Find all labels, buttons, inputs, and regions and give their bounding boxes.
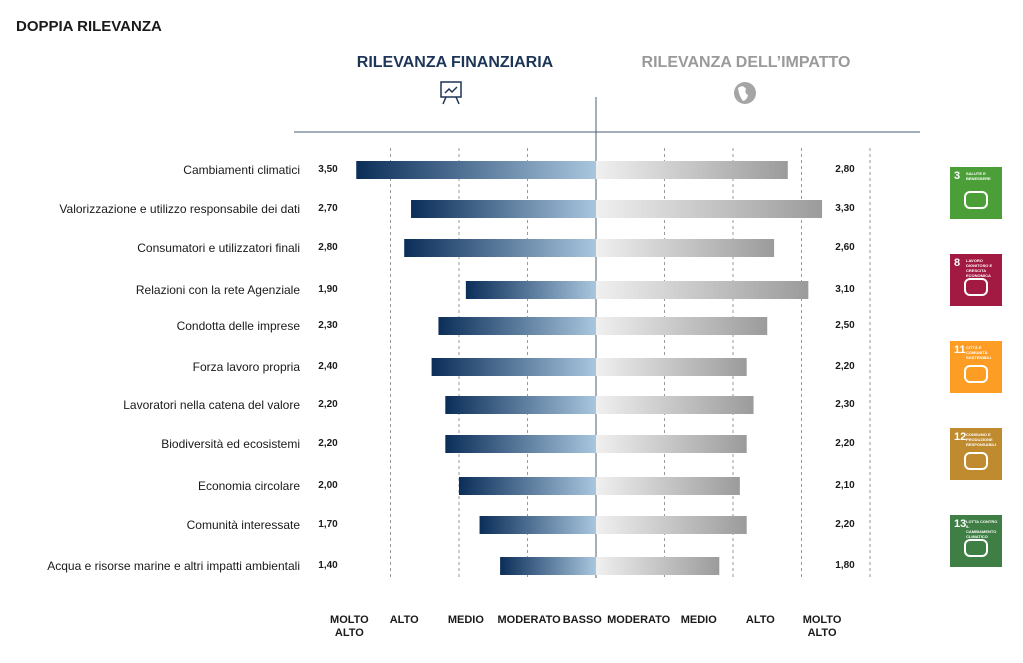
sdg-label: SALUTE E BENESSERE <box>966 171 991 181</box>
finance-icon <box>440 81 462 105</box>
bar <box>596 200 823 218</box>
category-label: Acqua e risorse marine e altri impatti a… <box>47 559 300 573</box>
sdg-label: CONSUMO E PRODUZIONE RESPONSABILI <box>966 432 997 447</box>
x-tick-label: ALTO <box>389 614 419 626</box>
category-label: Comunità interessate <box>186 518 300 532</box>
bar <box>596 516 747 534</box>
value-label: 2,20 <box>318 399 338 410</box>
value-label: 2,20 <box>835 361 855 372</box>
sdg-icon <box>964 539 988 557</box>
value-label: 3,50 <box>318 164 338 175</box>
bar <box>596 435 747 453</box>
value-label: 2,30 <box>318 320 338 331</box>
bar <box>596 317 768 335</box>
sdg-icon <box>964 278 988 296</box>
bar <box>411 200 596 218</box>
sdg-number: 11 <box>954 344 966 356</box>
bar <box>445 396 596 414</box>
sdg-icon <box>964 365 988 383</box>
series-title: RILEVANZA FINANZIARIA <box>356 54 554 71</box>
category-label: Economia circolare <box>197 479 300 493</box>
bar <box>459 477 596 495</box>
category-label: Relazioni con la rete Agenziale <box>135 283 300 297</box>
x-tick-label: ALTO <box>745 614 775 626</box>
value-label: 2,70 <box>318 203 338 214</box>
bar <box>596 358 747 376</box>
bar <box>404 239 596 257</box>
bar <box>596 161 788 179</box>
value-label: 2,80 <box>318 242 338 253</box>
x-tick-label: MOLTO ALTO <box>330 614 369 639</box>
bar <box>465 281 596 299</box>
sdg-icon <box>964 191 988 209</box>
value-label: 2,30 <box>835 399 855 410</box>
x-tick-label: MOLTO ALTO <box>802 614 842 639</box>
value-label: 1,40 <box>318 560 338 571</box>
series-title: RILEVANZA DELL’IMPATTO <box>641 54 851 71</box>
bar <box>596 239 775 257</box>
sdg-number: 3 <box>954 170 961 182</box>
bar <box>356 161 596 179</box>
sdg-number: 13 <box>954 518 967 530</box>
value-label: 2,80 <box>835 164 855 175</box>
sdg-badge: 13 LOTTA CONTRO IL CAMBIAMENTO CLIMATICO <box>950 515 1002 567</box>
sdg-number: 8 <box>954 257 961 269</box>
x-tick-label: MODERATO <box>497 614 561 626</box>
sdg-label: CITTÀ E COMUNITÀ SOSTENIBILI <box>966 345 992 360</box>
sdg-icon <box>964 452 988 470</box>
value-label: 2,10 <box>835 480 855 491</box>
value-label: 2,20 <box>318 438 338 449</box>
x-tick-label: MEDIO <box>447 614 484 626</box>
bar <box>596 557 720 575</box>
value-label: 1,80 <box>835 560 855 571</box>
value-label: 2,20 <box>835 438 855 449</box>
title: DOPPIA RILEVANZA <box>16 18 162 35</box>
sdg-badge: 3 SALUTE E BENESSERE <box>950 167 1002 219</box>
category-label: Biodiversità ed ecosistemi <box>161 437 300 451</box>
category-label: Cambiamenti climatici <box>183 163 300 177</box>
bar <box>596 281 809 299</box>
bar <box>445 435 596 453</box>
value-label: 2,60 <box>835 242 855 253</box>
value-label: 1,90 <box>318 284 338 295</box>
value-label: 2,50 <box>835 320 855 331</box>
category-label: Condotta delle imprese <box>176 319 300 333</box>
value-label: 3,10 <box>835 284 855 295</box>
x-tick-label: BASSO <box>562 614 602 626</box>
value-label: 2,00 <box>318 480 338 491</box>
x-tick-label: MODERATO <box>607 614 671 626</box>
value-label: 2,40 <box>318 361 338 372</box>
bar <box>479 516 596 534</box>
category-label: Lavoratori nella catena del valore <box>123 398 300 412</box>
sdg-label: LAVORO DIGNITOSO E CRESCITA ECONOMICA <box>966 258 993 278</box>
impact-icon <box>734 82 756 104</box>
category-label: Consumatori e utilizzatori finali <box>137 241 300 255</box>
category-label: Valorizzazione e utilizzo responsabile d… <box>59 202 300 216</box>
sdg-label: LOTTA CONTRO IL CAMBIAMENTO CLIMATICO <box>966 519 998 539</box>
bar <box>596 477 740 495</box>
value-label: 1,70 <box>318 519 338 530</box>
sdg-badge: 8 LAVORO DIGNITOSO E CRESCITA ECONOMICA <box>950 254 1002 306</box>
value-label: 3,30 <box>835 203 855 214</box>
category-label: Forza lavoro propria <box>192 360 300 374</box>
sdg-badge: 11 CITTÀ E COMUNITÀ SOSTENIBILI <box>950 341 1002 393</box>
bar <box>596 396 754 414</box>
bar <box>500 557 596 575</box>
sdg-badge: 12 CONSUMO E PRODUZIONE RESPONSABILI <box>950 428 1002 480</box>
value-label: 2,20 <box>835 519 855 530</box>
bar <box>438 317 596 335</box>
sdg-number: 12 <box>954 431 967 443</box>
x-tick-label: MEDIO <box>680 614 717 626</box>
bar <box>431 358 596 376</box>
